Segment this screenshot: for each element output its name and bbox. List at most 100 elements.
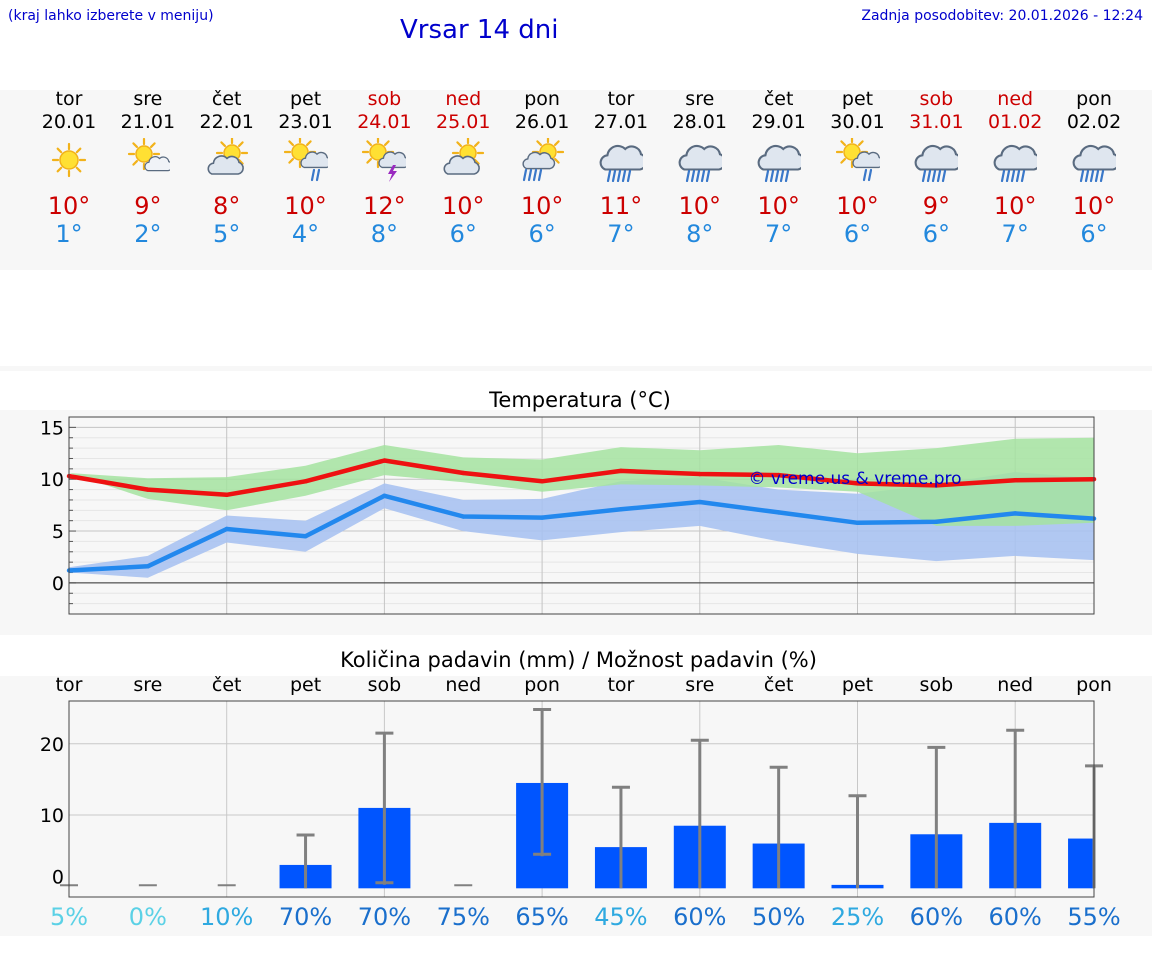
last-update: Zadnja posodobitev: 20.01.2026 - 12:24	[861, 8, 1143, 24]
precipitation-chance: 60%	[988, 903, 1042, 931]
precipitation-y-tick: 10	[40, 805, 64, 827]
weather-icon	[678, 144, 722, 182]
precipitation-chance: 60%	[673, 903, 727, 931]
day-column: pon 26.01 10° 6°	[502, 88, 582, 248]
day-date: 28.01	[672, 111, 727, 133]
precipitation-day-name: pon	[524, 674, 560, 696]
daily-forecast-strip	[0, 90, 1152, 270]
max-temp: 10°	[520, 192, 564, 220]
rain-icon	[862, 168, 872, 182]
max-temp-point	[934, 483, 939, 488]
day-column: sob 24.01 12° 8°	[344, 88, 424, 248]
day-date: 31.01	[909, 111, 964, 133]
weather-icon	[914, 144, 959, 182]
max-temp: 8°	[213, 192, 241, 220]
precipitation-chance: 70%	[278, 903, 333, 931]
min-temp: 8°	[686, 220, 714, 248]
day-name: čet	[763, 88, 794, 110]
max-temp: 9°	[134, 192, 162, 220]
day-column: čet 22.01 8° 5°	[187, 88, 267, 248]
max-temp: 10°	[284, 192, 327, 220]
precipitation-error-bar	[1006, 728, 1025, 889]
day-column: tor 27.01 11° 7°	[581, 88, 661, 248]
rain-icon	[922, 169, 947, 182]
max-temp-point	[224, 492, 229, 497]
precipitation-chance: 25%	[830, 903, 885, 931]
cloud-rain-weather-icon	[993, 144, 1038, 182]
day-name: pet	[841, 88, 874, 110]
precipitation-day-name: sre	[685, 674, 715, 696]
max-temp-point	[618, 468, 624, 474]
max-temp: 9°	[922, 192, 950, 220]
min-temp-point	[618, 507, 624, 512]
precipitation-chance: 0%	[128, 903, 167, 931]
precipitation-error-bar	[848, 794, 867, 889]
day-column: pet 30.01 10° 6°	[818, 88, 898, 248]
weather-icon	[757, 144, 801, 182]
min-temp-point	[934, 519, 939, 524]
day-date: 02.02	[1066, 111, 1122, 133]
min-temp: 6°	[1080, 220, 1108, 248]
sun-cloud-rain-heavy-weather-icon	[522, 138, 565, 182]
max-temp: 12°	[363, 192, 406, 220]
sun-weather-icon	[51, 142, 87, 178]
cloud-icon	[993, 144, 1038, 171]
precipitation-chance: 70%	[357, 903, 412, 931]
max-temp: 10°	[757, 192, 800, 220]
precipitation-chance: 60%	[909, 903, 964, 931]
cloud-icon	[599, 144, 643, 171]
max-temp-point	[461, 470, 466, 476]
precipitation-day-name: čet	[763, 674, 794, 696]
precipitation-frame	[68, 700, 1095, 898]
min-temp: 2°	[134, 220, 162, 248]
day-date: 30.01	[830, 111, 885, 133]
min-temp: 6°	[922, 220, 950, 248]
day-name: pon	[1076, 88, 1112, 110]
cloud-rain-weather-icon	[757, 144, 801, 182]
day-date: 24.01	[357, 111, 412, 133]
cloud-rain-weather-icon	[678, 144, 722, 182]
precipitation-chance: 65%	[515, 903, 569, 931]
min-temp: 6°	[449, 220, 477, 248]
weather-icon	[207, 138, 248, 175]
day-name: pon	[524, 88, 560, 110]
min-temp: 7°	[607, 220, 635, 248]
max-temp-point	[145, 487, 151, 492]
max-temp-point	[539, 479, 545, 484]
precipitation-chance: 50%	[751, 903, 806, 931]
precipitation-chance: 10%	[200, 903, 254, 931]
weather-icon	[599, 144, 643, 182]
precipitation-y-tick: 20	[40, 734, 64, 756]
weather-icon	[283, 138, 328, 182]
day-column: ned 25.01 10° 6°	[423, 88, 503, 248]
rain-icon	[1001, 169, 1026, 182]
max-temp: 10°	[836, 192, 879, 220]
weather-icon	[127, 138, 170, 172]
max-temp: 10°	[678, 192, 722, 220]
day-column: sre 21.01 9° 2°	[108, 88, 188, 248]
max-temp-point	[382, 458, 387, 463]
day-name: sob	[367, 88, 402, 110]
min-temp-point	[776, 510, 781, 515]
max-temp: 11°	[599, 192, 643, 220]
min-temp: 5°	[213, 220, 241, 248]
min-temp-point	[461, 514, 466, 519]
precipitation-chance: 75%	[436, 903, 490, 931]
rain-icon	[764, 169, 789, 182]
precipitation-y-tick: 0	[52, 866, 64, 888]
day-column: sre 28.01 10° 8°	[660, 88, 740, 248]
day-date: 27.01	[593, 111, 649, 133]
sun-cloud-rain-weather-icon	[283, 138, 328, 182]
min-temp: 8°	[370, 220, 399, 248]
max-temp: 10°	[1072, 192, 1116, 220]
day-date: 20.01	[41, 111, 97, 133]
sun-cloud-rain-weather-icon	[835, 138, 880, 182]
day-name: sre	[133, 88, 163, 110]
weather-icon	[51, 142, 87, 178]
day-name: sre	[685, 88, 715, 110]
cloud-sun-weather-icon	[207, 138, 248, 175]
min-temp-point	[1013, 511, 1018, 516]
precipitation-day-name: ned	[997, 674, 1034, 696]
day-date: 29.01	[751, 111, 806, 133]
precipitation-day-name: sre	[133, 674, 163, 696]
